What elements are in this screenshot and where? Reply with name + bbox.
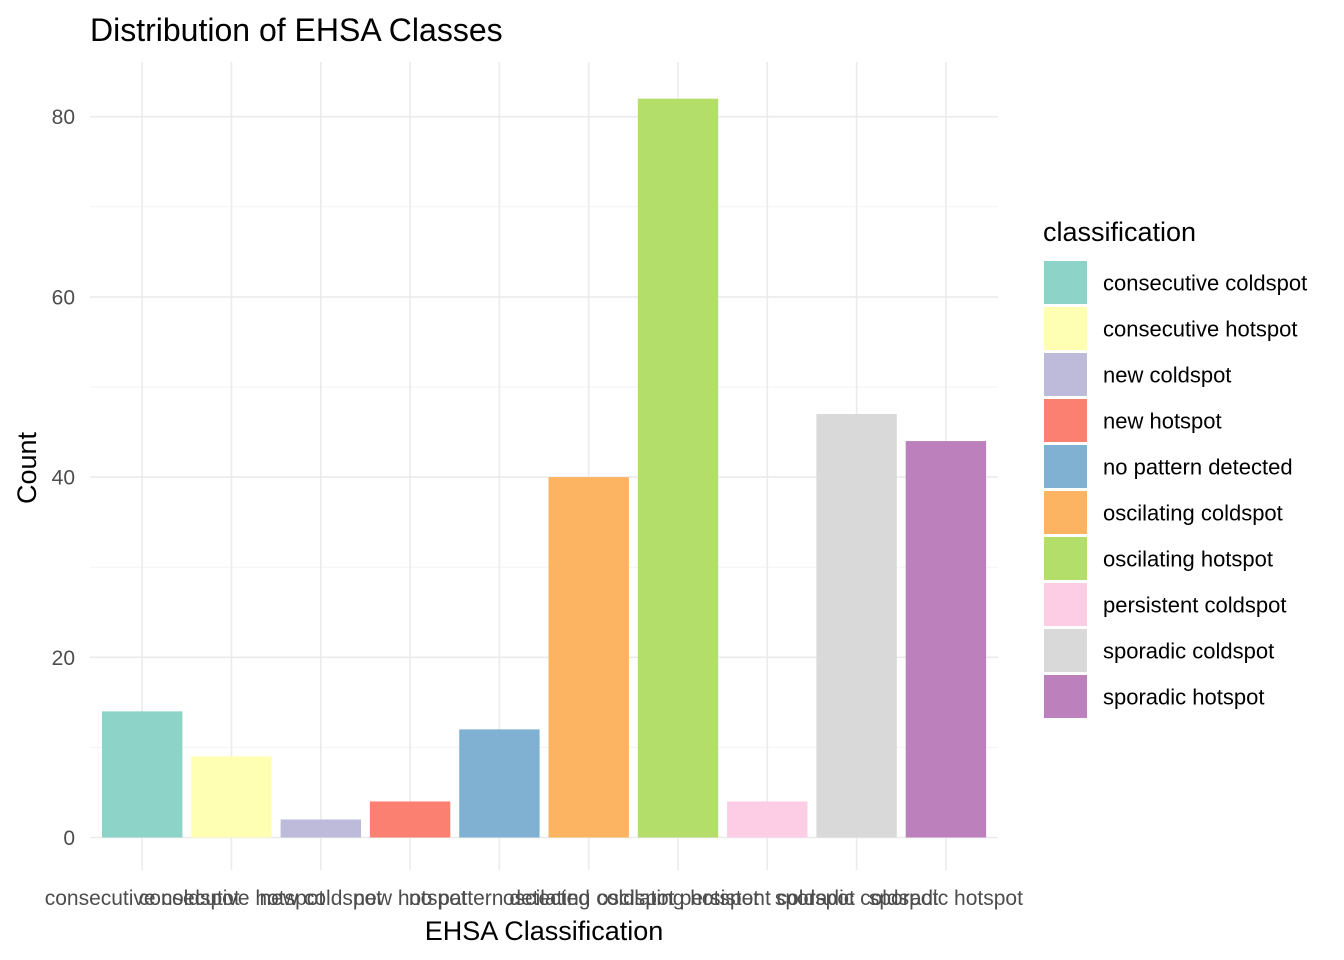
x-tick-label: oscilating coldspot	[503, 887, 675, 910]
x-axis-title: EHSA Classification	[425, 916, 664, 946]
y-tick-label: 0	[63, 827, 75, 850]
chart-title: Distribution of EHSA Classes	[90, 12, 503, 48]
legend-label: sporadic hotspot	[1103, 685, 1264, 710]
bar-new-hotspot	[369, 801, 451, 838]
x-tick-label: oscilating hotspot	[597, 887, 759, 910]
x-tick-label: sporadic coldspot	[775, 887, 939, 910]
legend-label: consecutive hotspot	[1103, 317, 1297, 342]
x-tick-label: new hotspot	[353, 887, 466, 910]
y-tick-label: 20	[52, 647, 75, 670]
legend-label: sporadic coldspot	[1103, 639, 1274, 664]
bars	[102, 98, 987, 838]
legend-items: consecutive coldspot consecutive hotspot n…	[1044, 261, 1307, 718]
legend-key-consecutive-coldspot	[1044, 261, 1087, 304]
legend: classification consecutive coldspotconse…	[1043, 217, 1307, 718]
bar-no-pattern-detected	[459, 729, 540, 838]
legend-label: oscilating hotspot	[1103, 547, 1273, 572]
legend-label: persistent coldspot	[1103, 593, 1286, 618]
bar-consecutive-coldspot	[102, 711, 183, 838]
bar-sporadic-hotspot	[905, 441, 987, 838]
x-tick-label: consecutive hotspot	[139, 887, 325, 910]
legend-label: consecutive coldspot	[1103, 271, 1307, 296]
legend-label: no pattern detected	[1103, 455, 1293, 480]
legend-key-new-coldspot	[1044, 353, 1087, 396]
legend-key-sporadic-coldspot	[1044, 629, 1087, 672]
y-tick-label: 40	[52, 467, 75, 490]
legend-label: oscilating coldspot	[1103, 501, 1283, 526]
x-tick-label: persistent coldspot	[680, 887, 855, 910]
x-tick-label: consecutive coldspot	[45, 887, 240, 910]
legend-key-new-hotspot	[1044, 399, 1087, 442]
legend-label: new coldspot	[1103, 363, 1231, 388]
y-axis-title: Count	[12, 431, 42, 504]
legend-key-sporadic-hotspot	[1044, 675, 1087, 718]
bar-consecutive-hotspot	[191, 756, 272, 838]
y-tick-label: 60	[52, 286, 75, 309]
bar-new-coldspot	[280, 819, 361, 838]
legend-key-persistent-coldspot	[1044, 583, 1087, 626]
legend-title: classification	[1043, 217, 1196, 247]
bar-oscilating-coldspot	[548, 477, 629, 838]
legend-key-oscilating-coldspot	[1044, 491, 1087, 534]
legend-key-oscilating-hotspot	[1044, 537, 1087, 580]
x-tick-label: sporadic hotspot	[869, 887, 1023, 910]
bar-oscilating-hotspot	[637, 98, 719, 838]
x-tick-label: no pattern detected	[409, 887, 590, 910]
y-tick-label: 80	[52, 106, 75, 129]
x-tick-label: new coldspot	[260, 887, 383, 910]
bar-persistent-coldspot	[727, 801, 808, 838]
legend-key-no-pattern-detected	[1044, 445, 1087, 488]
legend-label: new hotspot	[1103, 409, 1222, 434]
legend-key-consecutive-hotspot	[1044, 307, 1087, 350]
bar-sporadic-coldspot	[816, 414, 897, 838]
y-axis-tick-labels: 0 20 40 60 80	[52, 106, 75, 850]
